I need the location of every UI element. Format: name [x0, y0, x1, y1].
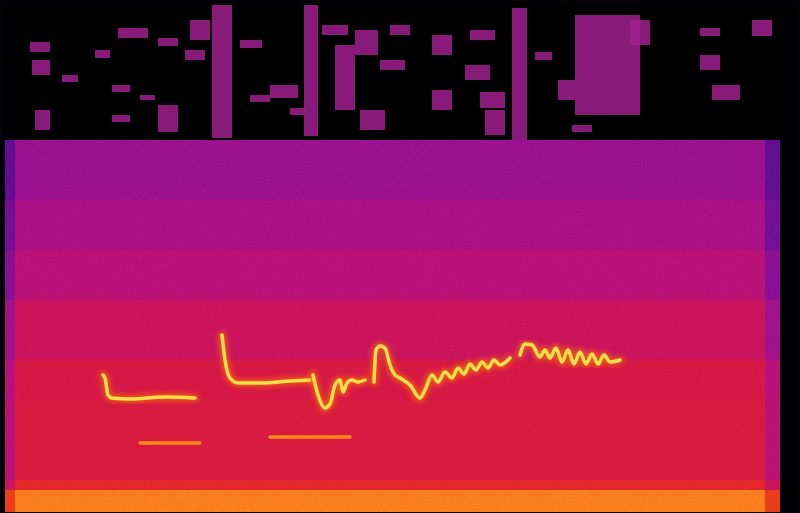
block [432, 90, 452, 110]
noise-texture [5, 140, 780, 513]
block [390, 25, 410, 35]
trace [313, 375, 365, 408]
trace [140, 441, 200, 445]
block [752, 20, 772, 36]
plot-area [5, 5, 780, 513]
trace-glow [103, 375, 195, 399]
block [465, 65, 490, 80]
block [118, 28, 148, 38]
block [712, 85, 740, 100]
block [360, 110, 385, 130]
block [432, 35, 452, 55]
block [62, 75, 78, 82]
trace-glow [270, 433, 350, 441]
block [700, 55, 720, 70]
block [212, 5, 232, 138]
block [485, 110, 505, 135]
block [30, 42, 50, 52]
block [158, 105, 178, 132]
trace [520, 344, 620, 364]
block [112, 85, 130, 92]
block [304, 5, 318, 136]
block [535, 52, 552, 60]
block [240, 40, 262, 48]
block [700, 28, 720, 36]
block [572, 125, 592, 132]
trace-glow [520, 344, 620, 364]
block [558, 80, 575, 100]
background [0, 0, 800, 513]
block [112, 115, 130, 122]
block [630, 20, 650, 45]
trace [374, 346, 510, 398]
block [270, 85, 298, 98]
block [250, 95, 270, 102]
heatmap [5, 140, 780, 513]
trace-glow [374, 346, 510, 398]
trace-glow [222, 335, 310, 383]
trace [222, 335, 310, 383]
block [95, 50, 110, 58]
block [470, 30, 495, 40]
trace-glow [313, 375, 365, 408]
block [32, 60, 50, 75]
block [322, 25, 348, 35]
block [140, 95, 155, 100]
block [480, 92, 505, 108]
block [185, 50, 205, 60]
block [35, 110, 50, 130]
trace [270, 435, 350, 439]
traces [103, 335, 620, 443]
block [355, 30, 378, 55]
chart [0, 0, 800, 513]
block [290, 108, 305, 115]
trace-glow [140, 439, 200, 447]
block [190, 20, 210, 40]
block [335, 45, 355, 110]
blocks [30, 5, 772, 140]
block [158, 38, 178, 46]
trace [103, 375, 195, 399]
plot-frame [1, 1, 800, 513]
block [380, 60, 405, 70]
block [512, 8, 527, 140]
